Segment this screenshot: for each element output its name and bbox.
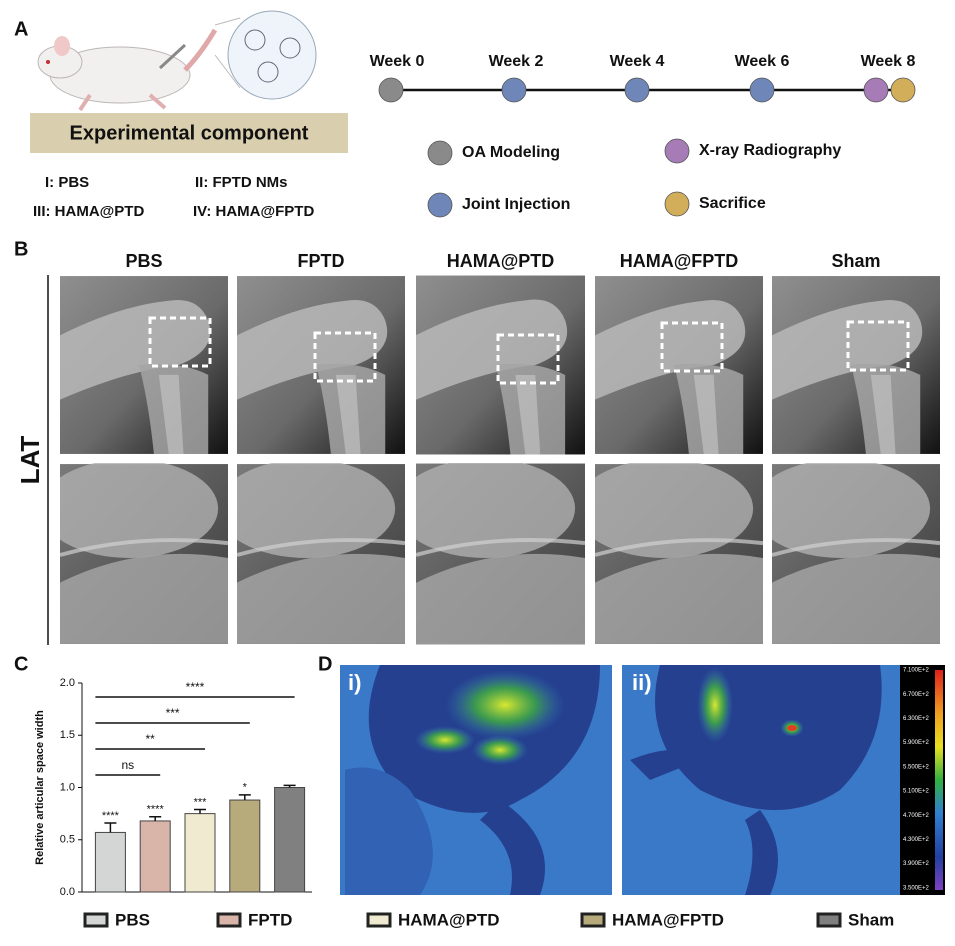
component-box — [30, 113, 348, 153]
roi-box — [148, 316, 212, 368]
y-tick-label: 1.5 — [60, 729, 75, 741]
error-bar — [149, 816, 162, 821]
error-bar — [283, 784, 296, 788]
bar — [274, 787, 306, 893]
comparison-label: ** — [146, 732, 156, 746]
legend-swatch — [216, 912, 242, 928]
y-tick-label: 0.0 — [60, 886, 75, 898]
legend-label: Joint Injection — [462, 196, 570, 213]
legend-dot — [427, 140, 453, 166]
legend-label: HAMA@FPTD — [612, 910, 724, 929]
timeline-dot — [624, 77, 650, 103]
box-title: Experimental component — [70, 122, 309, 144]
xray-closeup — [60, 463, 228, 645]
xray-closeup — [416, 463, 585, 645]
panel-label: A — [14, 18, 28, 40]
error-bar — [238, 794, 251, 801]
legend-label: HAMA@PTD — [398, 910, 500, 929]
legend-swatch — [83, 912, 109, 928]
roi-box — [313, 331, 377, 383]
error-bar — [104, 822, 117, 833]
column-title: HAMA@FPTD — [620, 251, 739, 271]
bar — [229, 799, 261, 893]
bar — [139, 820, 171, 893]
thermal-image — [340, 665, 945, 895]
panel-label: D — [318, 653, 332, 675]
xray-image — [416, 275, 585, 455]
image-label: i) — [348, 670, 361, 695]
group-label: IV: HAMA@FPTD — [193, 203, 314, 220]
significance: **** — [102, 810, 120, 822]
colorbar-label: 5.100E+2 — [903, 789, 930, 795]
legend-dot — [664, 138, 690, 164]
timeline-dot — [749, 77, 775, 103]
panel-label: C — [14, 653, 28, 675]
legend-label: X-ray Radiography — [699, 142, 841, 159]
timeline-dot — [890, 77, 916, 103]
xray-image — [595, 276, 763, 454]
bar — [184, 813, 216, 893]
column-title: Sham — [831, 251, 880, 271]
week-label: Week 2 — [489, 53, 544, 70]
mouse-illustration — [37, 10, 317, 112]
colorbar-label: 4.300E+2 — [903, 837, 930, 843]
y-tick-label: 1.0 — [60, 781, 75, 793]
column-title: FPTD — [298, 251, 345, 271]
y-tick-label: 0.5 — [60, 834, 75, 846]
colorbar-label: 6.700E+2 — [903, 692, 930, 698]
column-title: HAMA@PTD — [447, 251, 555, 271]
error-bar — [194, 808, 206, 814]
roi-box — [660, 321, 724, 373]
legend-dot — [664, 191, 690, 217]
legend-swatch — [816, 912, 842, 928]
legend-label: PBS — [115, 910, 150, 929]
legend-dot — [427, 192, 453, 218]
legend-swatch — [366, 912, 392, 928]
legend-label: OA Modeling — [462, 144, 560, 161]
image-label: ii) — [632, 670, 652, 695]
xray-closeup — [595, 463, 763, 645]
xray-image — [237, 276, 405, 454]
week-label: Week 4 — [610, 53, 665, 70]
colorbar-label: 5.900E+2 — [903, 740, 930, 746]
colorbar-label: 7.100E+2 — [903, 668, 930, 674]
group-label: I: PBS — [45, 174, 89, 191]
week-label: Week 0 — [370, 53, 425, 70]
xray-image — [772, 276, 940, 454]
legend-label: Sacrifice — [699, 195, 766, 212]
colorbar-label: 3.900E+2 — [903, 861, 930, 867]
legend-swatch — [580, 912, 606, 928]
timeline-dot — [378, 77, 404, 103]
colorbar-label: 4.700E+2 — [903, 813, 930, 819]
comparison-label: *** — [166, 706, 180, 720]
timeline-dot — [501, 77, 527, 103]
timeline-dot — [863, 77, 889, 103]
week-label: Week 8 — [861, 53, 916, 70]
week-label: Week 6 — [735, 53, 790, 70]
legend-label: FPTD — [248, 910, 292, 929]
legend-label: Sham — [848, 910, 894, 929]
colorbar-label: 3.500E+2 — [903, 885, 930, 891]
y-tick-label: 2.0 — [60, 677, 75, 689]
panel-label: B — [14, 238, 28, 260]
column-title: PBS — [125, 251, 162, 271]
group-label: II: FPTD NMs — [195, 174, 288, 191]
y-axis-label: Relative articular space width — [34, 710, 46, 865]
significance: *** — [194, 796, 208, 808]
xray-closeup — [237, 463, 405, 645]
colorbar-label: 6.300E+2 — [903, 716, 930, 722]
comparison-label: **** — [186, 680, 205, 694]
roi-box — [496, 333, 560, 385]
comparison-label: ns — [121, 758, 134, 772]
group-label: III: HAMA@PTD — [33, 203, 144, 220]
colorbar-label: 5.500E+2 — [903, 764, 930, 770]
roi-box — [846, 320, 910, 372]
significance: **** — [147, 804, 165, 816]
significance: * — [243, 782, 248, 794]
xray-closeup — [772, 463, 940, 645]
row-label: LAT — [15, 436, 45, 485]
bar — [94, 831, 126, 893]
